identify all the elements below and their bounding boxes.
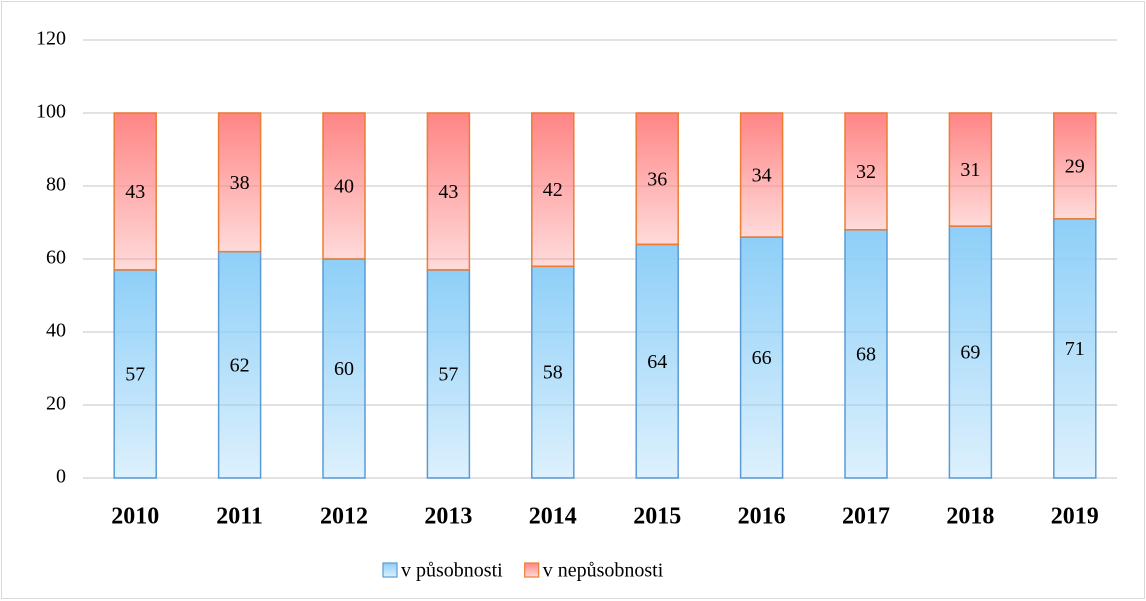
- data-label: 62: [230, 354, 250, 376]
- y-tick-label: 80: [46, 174, 66, 196]
- data-label: 43: [125, 181, 145, 203]
- y-tick-label: 100: [36, 101, 66, 123]
- bar-segment: [531, 265, 575, 479]
- bar-segment: [322, 258, 366, 479]
- bar-segment: [113, 112, 157, 271]
- legend-swatch: [524, 562, 540, 578]
- data-label: 40: [334, 176, 354, 198]
- y-tick-label: 120: [36, 28, 66, 50]
- data-label: 57: [438, 364, 458, 386]
- legend-label: v působnosti: [401, 560, 503, 582]
- y-tick-label: 0: [56, 466, 66, 488]
- bar-segment: [844, 229, 888, 479]
- x-tick-label: 2013: [424, 504, 472, 530]
- bar-segment: [531, 112, 575, 268]
- data-label: 71: [1065, 338, 1085, 360]
- bar-segment: [635, 243, 679, 479]
- bar-segment: [426, 269, 471, 479]
- data-label: 43: [438, 181, 458, 203]
- legend-swatch: [382, 562, 398, 578]
- x-tick-label: 2015: [633, 504, 681, 530]
- data-label: 36: [647, 168, 667, 190]
- data-label: 29: [1065, 156, 1085, 178]
- bar-segment: [948, 112, 993, 227]
- x-tick-label: 2011: [216, 504, 263, 530]
- bar-segment: [217, 112, 262, 253]
- data-label: 60: [334, 358, 354, 380]
- bar-segment: [844, 112, 888, 231]
- bar-segment: [635, 112, 679, 246]
- data-label: 69: [960, 342, 980, 364]
- data-label: 31: [960, 159, 980, 181]
- bar-segment: [1053, 218, 1097, 479]
- bar-segment: [322, 112, 366, 260]
- legend-label: v nepůsobnosti: [543, 560, 664, 582]
- bar-segment: [739, 112, 784, 238]
- data-label: 66: [752, 347, 772, 369]
- x-tick-label: 2017: [842, 504, 890, 530]
- bar-segment: [1053, 112, 1097, 220]
- data-label: 57: [125, 364, 145, 386]
- data-label: 32: [856, 161, 876, 183]
- bar-segment: [217, 250, 262, 479]
- bar-segment: [113, 269, 157, 479]
- x-tick-label: 2019: [1051, 504, 1099, 530]
- y-tick-label: 60: [46, 247, 66, 269]
- x-tick-label: 2012: [320, 504, 368, 530]
- x-tick-label: 2018: [946, 504, 994, 530]
- y-tick-label: 20: [46, 393, 66, 415]
- data-label: 38: [230, 172, 250, 194]
- data-label: 58: [543, 362, 563, 384]
- legend: v působnosti v nepůsobnosti: [382, 560, 664, 582]
- bar-segment: [948, 225, 993, 479]
- x-tick-label: 2014: [529, 504, 577, 530]
- data-label: 42: [543, 179, 563, 201]
- bar-segment: [426, 112, 471, 271]
- data-label: 68: [856, 343, 876, 365]
- x-tick-label: 2010: [111, 504, 159, 530]
- y-tick-label: 40: [46, 320, 66, 342]
- data-label: 34: [752, 165, 772, 187]
- data-label: 64: [647, 351, 667, 373]
- bar-segment: [739, 236, 784, 479]
- x-tick-label: 2016: [738, 504, 786, 530]
